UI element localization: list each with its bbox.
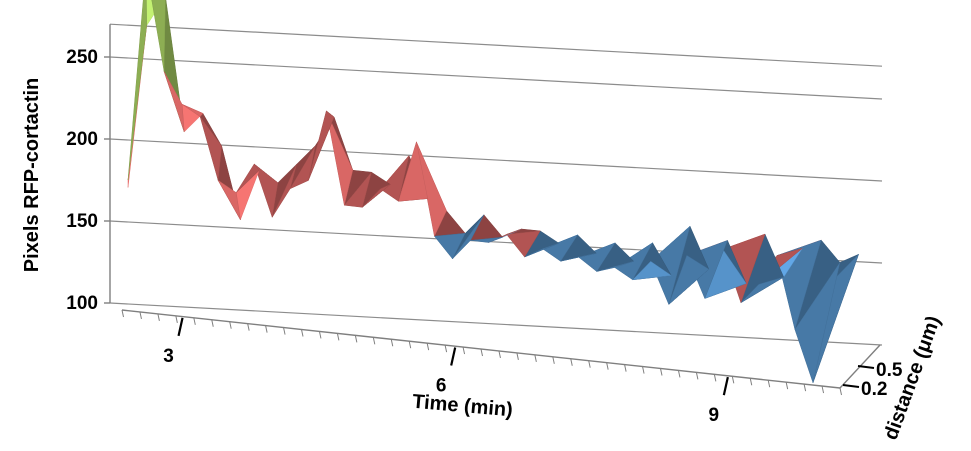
x-minor-tick bbox=[785, 382, 789, 390]
x-major-tick-9 bbox=[722, 376, 729, 396]
x-tick-label-9: 9 bbox=[709, 405, 720, 426]
z-tick-0.2 bbox=[842, 384, 860, 388]
surface-facet bbox=[163, 71, 185, 133]
x-minor-tick bbox=[660, 368, 663, 376]
surface-facet bbox=[542, 234, 578, 262]
x-tick-label-3: 3 bbox=[163, 346, 174, 367]
y-tick-label-250: 250 bbox=[66, 47, 98, 68]
y-tick-label-200: 200 bbox=[66, 129, 98, 150]
x-minor-tick bbox=[318, 331, 322, 339]
surface-facet bbox=[181, 104, 204, 133]
surface-facet bbox=[127, 0, 147, 181]
x-minor-tick bbox=[516, 352, 519, 361]
surface-facet bbox=[362, 184, 391, 208]
x-minor-tick bbox=[803, 383, 807, 392]
x-minor-tick bbox=[570, 358, 573, 366]
surface-facet bbox=[217, 180, 241, 221]
x-minor-tick bbox=[390, 339, 394, 347]
x-minor-tick bbox=[121, 309, 124, 318]
x-minor-tick bbox=[211, 319, 214, 327]
x-minor-tick bbox=[229, 321, 232, 329]
x-major-tick-3 bbox=[177, 317, 184, 337]
x-minor-tick bbox=[839, 387, 842, 396]
surface-facet bbox=[308, 110, 335, 181]
surface-facet bbox=[650, 225, 691, 305]
surface-facet bbox=[434, 233, 466, 260]
surface-facet bbox=[578, 242, 616, 272]
x-minor-tick bbox=[139, 311, 142, 320]
surface-facet bbox=[668, 255, 710, 305]
x-minor-tick bbox=[336, 333, 340, 341]
z-tick-label-0.5: 0.5 bbox=[876, 360, 903, 381]
x-minor-tick bbox=[372, 337, 376, 345]
z-tick-label-0.2: 0.2 bbox=[861, 379, 887, 400]
surface-facet bbox=[199, 116, 222, 181]
surface-facet bbox=[344, 171, 372, 208]
x-tick-label-6: 6 bbox=[436, 376, 447, 397]
x-minor-tick bbox=[354, 335, 358, 343]
x-minor-tick bbox=[247, 323, 250, 331]
surface-facet bbox=[506, 230, 541, 258]
surface-facet bbox=[326, 110, 354, 206]
x-minor-tick bbox=[821, 385, 825, 394]
surface-facet bbox=[235, 163, 260, 193]
x-axis-title: Time (min) bbox=[411, 391, 513, 422]
z-tick-0.5 bbox=[857, 365, 875, 369]
x-minor-tick bbox=[624, 364, 627, 372]
surface-facet bbox=[181, 104, 204, 117]
x-minor-tick bbox=[731, 376, 735, 384]
x-minor-tick bbox=[283, 327, 286, 335]
axes: 100 150 200 250 3 6 9 0.20.5 bbox=[66, 24, 903, 426]
x-minor-tick bbox=[606, 362, 609, 370]
y-tick-label-150: 150 bbox=[66, 211, 98, 232]
x-minor-tick bbox=[408, 341, 412, 349]
wall-top-edge bbox=[109, 23, 883, 67]
x-minor-tick bbox=[301, 329, 304, 337]
x-minor-tick bbox=[444, 344, 448, 353]
x-minor-tick bbox=[695, 372, 699, 380]
surface-facet bbox=[596, 261, 635, 272]
x-minor-tick bbox=[767, 380, 771, 388]
y-axis-title: Pixels RFP-cortactin bbox=[21, 78, 43, 273]
x-minor-tick bbox=[265, 325, 268, 333]
surface-facet bbox=[524, 242, 560, 258]
x-minor-tick bbox=[588, 360, 591, 368]
surface-facet bbox=[452, 214, 485, 260]
surface-facet bbox=[253, 163, 279, 218]
gridline-250 bbox=[109, 56, 883, 100]
x-minor-tick bbox=[193, 317, 196, 325]
x-minor-tick bbox=[462, 346, 466, 355]
gridline-100 bbox=[109, 302, 883, 346]
x-minor-tick bbox=[498, 350, 501, 359]
surface-facet bbox=[151, 0, 166, 72]
x-minor-tick bbox=[426, 343, 430, 351]
x-minor-tick bbox=[157, 313, 160, 322]
x-minor-tick bbox=[713, 374, 717, 382]
surface-facet bbox=[560, 253, 597, 262]
surface-plot bbox=[127, 0, 859, 384]
surface-facet bbox=[740, 276, 784, 303]
surface-facet bbox=[470, 236, 503, 243]
x-minor-tick bbox=[175, 315, 178, 323]
x-minor-tick bbox=[480, 348, 483, 357]
y-tick-label-100: 100 bbox=[66, 293, 98, 314]
x-minor-tick bbox=[642, 366, 645, 374]
x-minor-tick bbox=[677, 370, 681, 378]
surface-facet bbox=[271, 164, 297, 218]
x-major-tick-6 bbox=[450, 347, 457, 366]
gridline-200 bbox=[109, 138, 883, 182]
surface-facet bbox=[794, 262, 841, 384]
x-minor-tick bbox=[534, 354, 537, 362]
surface-facet bbox=[289, 145, 316, 189]
surface-facet bbox=[632, 261, 672, 281]
surface-facet bbox=[398, 141, 428, 202]
surface-facet bbox=[380, 155, 410, 202]
x-minor-tick bbox=[552, 356, 555, 364]
x-minor-tick bbox=[749, 378, 753, 386]
